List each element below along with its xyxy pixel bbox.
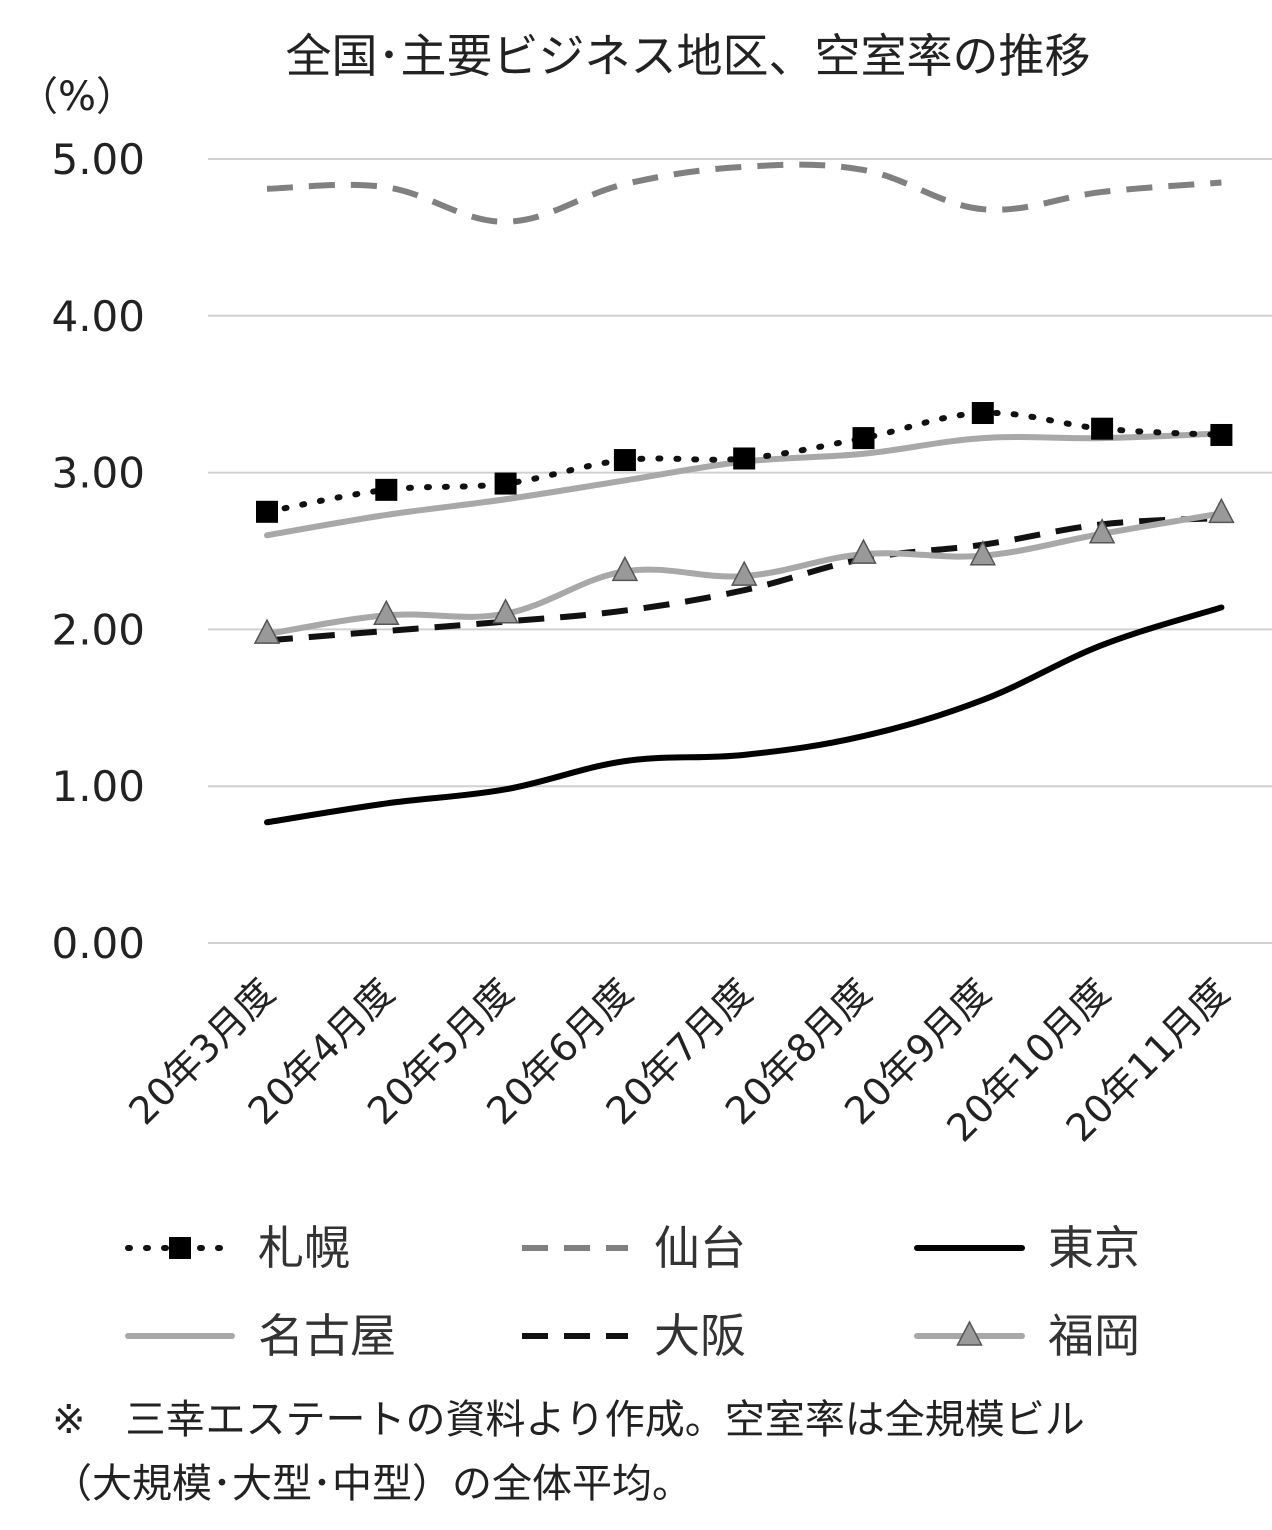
legend-item-東京: 東京 [914, 1221, 1140, 1275]
series-仙台 [266, 161, 1222, 225]
legend-label: 仙台 [654, 1221, 746, 1275]
series-札幌 [256, 402, 1233, 523]
legend-item-福岡: 福岡 [914, 1309, 1140, 1363]
series-lines [253, 161, 1235, 826]
legend-label: 札幌 [258, 1221, 350, 1275]
data-point-triangle [373, 599, 400, 626]
source-note-line-2: （大規模･大型･中型）の全体平均。 [52, 1461, 692, 1507]
legend-marker-triangle [956, 1320, 983, 1346]
data-point-triangle [1088, 518, 1116, 544]
data-point-triangle [850, 538, 877, 564]
data-point-triangle [492, 598, 519, 624]
data-point-square [1091, 417, 1114, 440]
series-line [266, 515, 1222, 644]
data-point-square [256, 500, 278, 523]
chart-title: 全国･主要ビジネス地区、空室率の推移 [286, 29, 1091, 83]
legend-label: 福岡 [1048, 1309, 1140, 1363]
data-point-triangle [253, 618, 281, 644]
source-note-line-1: ※ 三幸エステートの資料より作成。空室率は全規模ビル [52, 1397, 1085, 1443]
y-axis-ticks: 0.00 1.00 2.00 3.00 4.00 5.00 [51, 135, 145, 968]
data-point-triangle [730, 560, 758, 586]
vacancy-rate-chart: 全国･主要ビジネス地区、空室率の推移 （%） 0.00 1.00 2.00 3.00 4… [18, 29, 1272, 1363]
data-point-square [733, 447, 756, 470]
y-tick-label: 3.00 [51, 449, 145, 498]
y-tick-label: 2.00 [51, 605, 145, 654]
x-axis-ticks: 20年3月度20年4月度20年5月度20年6月度20年7月度20年8月度20年9… [120, 970, 1237, 1150]
series-line [266, 161, 1222, 225]
legend-item-大阪: 大阪 [522, 1309, 746, 1363]
y-axis-unit: （%） [18, 74, 136, 120]
data-point-triangle [1208, 497, 1235, 524]
gridlines [208, 158, 1272, 944]
y-tick-label: 5.00 [51, 135, 145, 184]
series-福岡 [253, 497, 1235, 644]
legend-label: 大阪 [654, 1309, 746, 1363]
y-tick-label: 1.00 [51, 762, 145, 811]
y-tick-label: 0.00 [51, 919, 145, 968]
data-point-triangle [969, 540, 997, 566]
data-point-square [613, 449, 636, 472]
legend-item-名古屋: 名古屋 [125, 1309, 396, 1363]
legend-label: 東京 [1048, 1221, 1140, 1275]
data-point-square [971, 402, 994, 425]
legend-item-札幌: 札幌 [125, 1221, 350, 1275]
data-point-triangle [611, 555, 639, 582]
data-point-square [494, 472, 517, 495]
series-大阪 [266, 515, 1222, 644]
y-tick-label: 4.00 [51, 292, 145, 341]
source-note: ※ 三幸エステートの資料より作成。空室率は全規模ビル （大規模･大型･中型）の全… [52, 1388, 1252, 1516]
data-point-square [852, 427, 875, 450]
data-point-square [1210, 423, 1233, 446]
data-point-square [375, 478, 398, 501]
legend-label: 名古屋 [258, 1309, 396, 1363]
legend-marker-square [169, 1237, 191, 1259]
series-line [264, 604, 1225, 826]
legend-item-仙台: 仙台 [522, 1221, 746, 1275]
series-東京 [264, 604, 1225, 826]
